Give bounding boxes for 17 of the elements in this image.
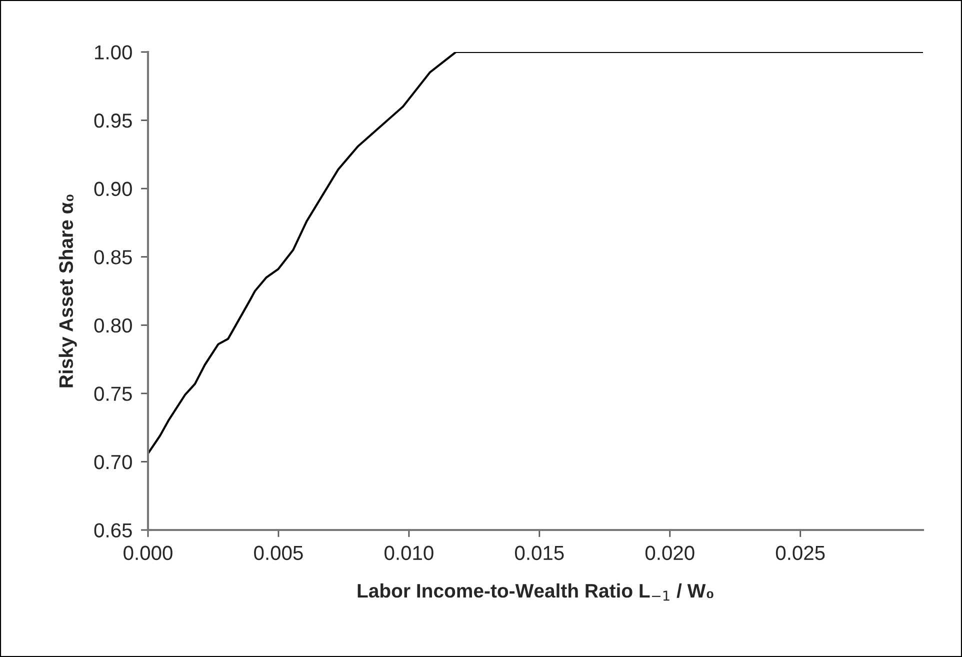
y-axis-title: Risky Asset Share α₀ bbox=[58, 194, 77, 388]
y-tick-label: 0.95 bbox=[94, 114, 132, 128]
y-tick-label: 0.65 bbox=[94, 523, 132, 538]
y-tick-label: 0.75 bbox=[94, 386, 132, 401]
x-axis-title: Labor Income-to-Wealth Ratio L$_{−1}$ / W₀ bbox=[358, 583, 714, 601]
y-tick-label: 0.90 bbox=[94, 182, 132, 196]
y-tick-label: 0.80 bbox=[94, 318, 132, 333]
x-tick-label: 0.000 bbox=[124, 546, 172, 560]
x-tick-label: 0.015 bbox=[515, 546, 564, 560]
x-tick-label: 0.010 bbox=[384, 546, 434, 560]
y-tick-label: 1.00 bbox=[95, 45, 132, 60]
x-tick-label: 0.025 bbox=[776, 546, 825, 560]
y-tick-label: 0.70 bbox=[94, 454, 132, 470]
y-tick-label: 0.85 bbox=[94, 250, 132, 264]
x-tick-label: 0.020 bbox=[645, 546, 694, 560]
x-tick-label: 0.005 bbox=[254, 546, 303, 560]
line-series bbox=[148, 52, 923, 455]
